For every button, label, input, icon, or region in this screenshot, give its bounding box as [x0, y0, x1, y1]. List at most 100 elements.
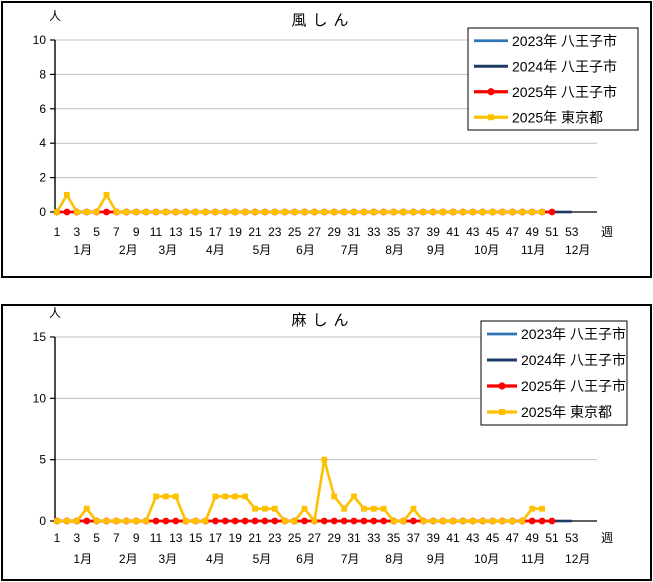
month-label: 4月 [206, 243, 225, 257]
legend-label: 2025年 八王子市 [521, 378, 626, 394]
month-label: 6月 [296, 243, 315, 257]
week-label: 25 [288, 225, 302, 239]
legend-label: 2025年 東京都 [512, 109, 603, 125]
legend-label: 2025年 東京都 [521, 404, 612, 420]
month-label: 7月 [341, 243, 360, 257]
week-label: 19 [229, 225, 243, 239]
y-axis-unit-label: 人 [49, 9, 61, 23]
week-label: 49 [526, 225, 540, 239]
week-label: 11 [150, 531, 163, 545]
week-label: 35 [387, 225, 401, 239]
week-label: 39 [427, 225, 441, 239]
legend: 2023年 八王子市 2024年 八王子市 2025年 八王子市 2025年 東京都 [480, 320, 628, 426]
week-label: 45 [486, 531, 500, 545]
week-label: 53 [565, 225, 579, 239]
month-label: 9月 [427, 243, 446, 257]
y-tick-label: 0 [39, 205, 46, 219]
y-axis-unit-label: 人 [49, 306, 61, 320]
month-label: 2月 [119, 243, 138, 257]
week-label: 5 [93, 225, 100, 239]
week-label: 37 [407, 531, 421, 545]
week-label: 47 [506, 531, 520, 545]
legend-label: 2025年 八王子市 [512, 84, 617, 100]
month-labels: 1月 2月 3月 4月 5月 6月 7月 8月 9月 10月 11月 12月 [73, 243, 590, 257]
month-label: 11月 [521, 552, 545, 566]
x-axis-unit-label: 週 [601, 531, 613, 545]
week-label: 31 [347, 531, 361, 545]
month-label: 12月 [565, 552, 590, 566]
chart-title: 風しん [291, 12, 354, 29]
week-label: 23 [268, 531, 282, 545]
y-tick-label: 10 [33, 391, 47, 405]
week-label: 25 [288, 531, 302, 545]
week-label: 7 [113, 531, 120, 545]
week-label: 33 [367, 531, 381, 545]
week-label: 29 [328, 225, 342, 239]
week-label: 13 [169, 531, 183, 545]
x-tick-labels: 1 3 5 7 9 11 13 15 17 19 21 23 25 27 29 31 33 35 37 39 41 43 4… [54, 225, 579, 239]
week-label: 13 [169, 225, 183, 239]
y-tick-label: 4 [39, 136, 46, 150]
week-label: 15 [189, 225, 203, 239]
y-tick-label: 5 [39, 453, 46, 467]
y-tick-label: 0 [39, 514, 46, 528]
week-label: 43 [466, 531, 480, 545]
week-label: 17 [209, 531, 223, 545]
week-label: 29 [328, 531, 342, 545]
legend-label: 2023年 八王子市 [521, 326, 626, 342]
chart-title: 麻しん [291, 312, 354, 329]
week-label: 31 [347, 225, 361, 239]
month-label: 12月 [565, 243, 590, 257]
month-label: 6月 [296, 552, 315, 566]
month-label: 5月 [253, 552, 272, 566]
series-2025年-東京都 [54, 191, 545, 215]
week-label: 1 [54, 531, 61, 545]
legend-label: 2024年 八王子市 [512, 58, 617, 74]
y-tick-label: 8 [39, 67, 46, 81]
y-tick-label: 10 [33, 33, 47, 47]
week-label: 33 [367, 225, 381, 239]
week-label: 21 [248, 531, 262, 545]
month-label: 9月 [427, 552, 446, 566]
week-label: 15 [189, 531, 203, 545]
legend-item: 2023年 八王子市 [474, 33, 617, 49]
week-label: 47 [506, 225, 520, 239]
month-label: 1月 [73, 552, 92, 566]
week-label: 3 [73, 531, 80, 545]
x-axis-unit-label: 週 [601, 225, 613, 239]
month-labels: 1月 2月 3月 4月 5月 6月 7月 8月 9月 10月 11月 12月 [73, 552, 590, 566]
week-label: 49 [526, 531, 540, 545]
week-label: 5 [93, 531, 100, 545]
y-tick-label: 2 [39, 171, 46, 185]
week-label: 27 [308, 225, 322, 239]
legend-item: 2025年 東京都 [487, 404, 612, 420]
month-label: 10月 [474, 552, 499, 566]
week-label: 19 [229, 531, 243, 545]
month-label: 4月 [206, 552, 225, 566]
week-label: 35 [387, 531, 401, 545]
legend-label: 2024年 八王子市 [521, 352, 626, 368]
week-label: 51 [545, 225, 559, 239]
week-label: 9 [133, 531, 140, 545]
week-label: 11 [150, 225, 163, 239]
week-label: 43 [466, 225, 480, 239]
legend-item: 2025年 八王子市 [474, 84, 617, 100]
measles-chart-panel: 0 5 10 15 1 3 5 7 9 11 13 15 17 19 21 23 25 27 29 31 33 35 37 3… [1, 304, 652, 581]
month-label: 5月 [253, 243, 272, 257]
week-label: 7 [113, 225, 120, 239]
week-label: 3 [73, 225, 80, 239]
legend-label: 2023年 八王子市 [512, 33, 617, 49]
rubella-chart-panel: 0 2 4 6 8 10 1 3 5 7 9 11 13 15 17 19 21 23 25 27 29 31 33 35 37… [1, 1, 652, 278]
week-label: 39 [427, 531, 441, 545]
legend: 2023年 八王子市 2024年 八王子市 2025年 八王子市 2025年 東京都 [467, 27, 639, 131]
week-label: 27 [308, 531, 322, 545]
week-label: 41 [446, 531, 460, 545]
month-label: 11月 [521, 243, 545, 257]
legend-item: 2024年 八王子市 [474, 58, 617, 74]
week-label: 9 [133, 225, 140, 239]
